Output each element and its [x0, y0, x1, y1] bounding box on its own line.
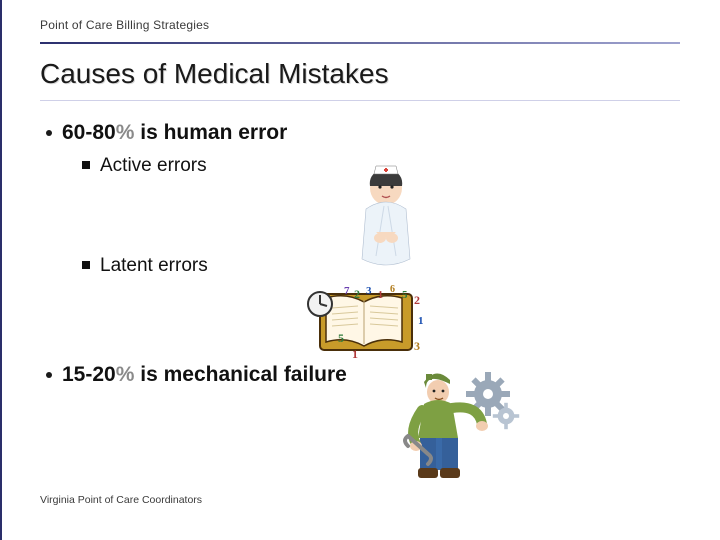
- bullet-mechanical-failure: 15-20% is mechanical failure: [46, 363, 720, 387]
- square-bullet-icon: [82, 161, 90, 169]
- slide: Point of Care Billing Strategies Causes …: [0, 0, 720, 540]
- svg-text:1: 1: [352, 347, 358, 361]
- svg-text:6: 6: [390, 284, 395, 295]
- bullet-human-error: 60-80% is human error: [46, 121, 720, 145]
- svg-text:7: 7: [344, 285, 350, 297]
- mechanic-icon: [402, 370, 522, 482]
- svg-text:3: 3: [414, 339, 420, 353]
- bullet-dot-icon: [46, 372, 52, 378]
- nurse-icon: [336, 154, 436, 282]
- svg-text:1: 1: [418, 315, 424, 327]
- footer-text: Virginia Point of Care Coordinators: [40, 494, 202, 506]
- bullet-dot-icon: [46, 130, 52, 136]
- bullet-mechanical-text: 15-20% is mechanical failure: [62, 363, 347, 387]
- svg-text:2: 2: [414, 293, 420, 307]
- human-error-range: 60-80: [62, 121, 116, 144]
- mechanical-range: 15-20: [62, 363, 116, 386]
- square-bullet-icon: [82, 261, 90, 269]
- svg-text:1: 1: [378, 290, 383, 301]
- svg-text:2: 2: [354, 287, 360, 301]
- svg-text:5: 5: [338, 331, 344, 345]
- percent-sign: %: [116, 363, 135, 386]
- svg-text:5: 5: [402, 289, 408, 301]
- bullet-human-error-text: 60-80% is human error: [62, 121, 287, 145]
- mechanical-rest: is mechanical failure: [134, 363, 346, 386]
- percent-sign: %: [116, 121, 135, 144]
- svg-text:3: 3: [366, 285, 372, 297]
- book-numbers-icon: 7 2 3 1 6 5 2 1 3 5 1: [302, 284, 430, 362]
- active-errors-text: Active errors: [100, 155, 207, 177]
- slide-title: Causes of Medical Mistakes: [2, 44, 720, 90]
- human-error-rest: is human error: [134, 121, 287, 144]
- latent-errors-text: Latent errors: [100, 255, 208, 277]
- header-subtitle: Point of Care Billing Strategies: [2, 0, 720, 38]
